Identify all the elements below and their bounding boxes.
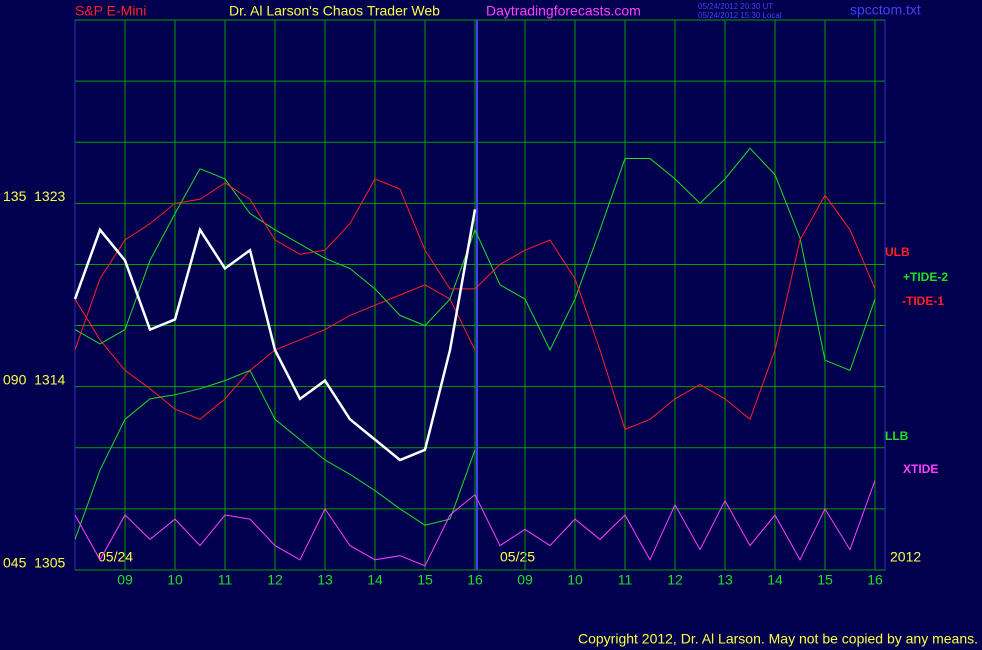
year-label: 2012 xyxy=(890,549,921,565)
timestamp-local: 05/24/2012 15:30 Local xyxy=(698,11,782,20)
x-tick-label: 14 xyxy=(767,572,783,588)
y-tick-label: 090 1314 xyxy=(3,371,65,387)
x-tick-label: 09 xyxy=(117,572,133,588)
series-line xyxy=(74,480,876,567)
x-tick-label: 15 xyxy=(817,572,833,588)
y-tick-label: 045 1305 xyxy=(3,555,65,571)
x-tick-label: 13 xyxy=(717,572,733,588)
x-tick-label: 15 xyxy=(417,572,433,588)
x-tick-label: 10 xyxy=(567,572,583,588)
y-tick-label: 135 1323 xyxy=(3,188,65,204)
site: Daytradingforecasts.com xyxy=(486,3,641,19)
x-tick-label: 13 xyxy=(317,572,333,588)
price-line xyxy=(73,209,477,462)
legend-label: +TIDE-2 xyxy=(903,270,948,284)
legend-label: -TIDE-1 xyxy=(902,294,944,308)
timestamp-ut: 05/24/2012 20:30 UT xyxy=(698,2,773,11)
date-label: 05/24 xyxy=(98,549,133,565)
date-label: 05/25 xyxy=(500,549,535,565)
x-tick-label: 16 xyxy=(467,572,483,588)
x-tick-label: 11 xyxy=(618,572,633,588)
file-name: spcctom.txt xyxy=(850,2,921,18)
x-tick-label: 16 xyxy=(867,572,883,588)
series-line xyxy=(74,178,876,431)
x-tick-label: 10 xyxy=(167,572,183,588)
x-tick-label: 12 xyxy=(667,572,683,588)
copyright: Copyright 2012, Dr. Al Larson. May not b… xyxy=(578,631,978,647)
x-tick-label: 14 xyxy=(367,572,383,588)
x-tick-label: 12 xyxy=(267,572,283,588)
x-tick-label: 11 xyxy=(218,572,233,588)
series-line xyxy=(74,147,876,372)
chart-title: Dr. Al Larson's Chaos Trader Web xyxy=(229,3,440,19)
series-line xyxy=(74,369,476,540)
x-tick-label: 09 xyxy=(517,572,533,588)
instrument: S&P E-Mini xyxy=(75,3,146,19)
legend-label: ULB xyxy=(885,245,910,259)
legend-label: LLB xyxy=(885,429,909,443)
legend-label: XTIDE xyxy=(903,462,938,476)
